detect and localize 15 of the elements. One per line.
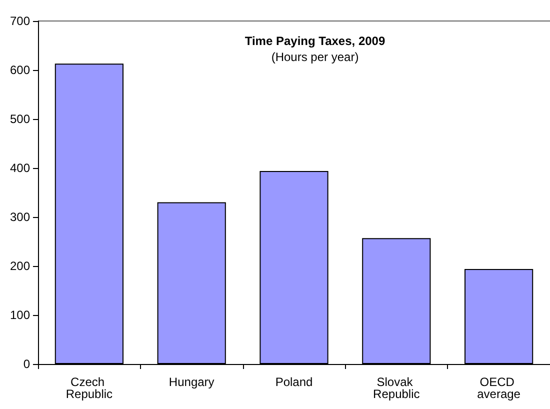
y-tick-label: 300: [10, 210, 30, 224]
y-tick-label: 700: [10, 14, 30, 28]
y-tick-label: 600: [10, 63, 30, 77]
x-tick-label: Czech Republic: [66, 375, 113, 401]
text: (Hours per year): [271, 50, 359, 64]
x-tick-label: Poland: [275, 375, 313, 389]
x-tick-label: Hungary: [168, 375, 214, 389]
y-tick-label: 0: [23, 357, 30, 371]
x-tick-label: Slovak Republic: [373, 375, 420, 401]
y-tick-label: 500: [10, 112, 30, 126]
x-tick-label: OECD average: [477, 375, 521, 401]
y-tick-label: 200: [10, 259, 30, 273]
y-tick-label: 400: [10, 161, 30, 175]
text: Time Paying Taxes, 2009: [244, 34, 386, 48]
y-tick-label: 100: [10, 308, 30, 322]
